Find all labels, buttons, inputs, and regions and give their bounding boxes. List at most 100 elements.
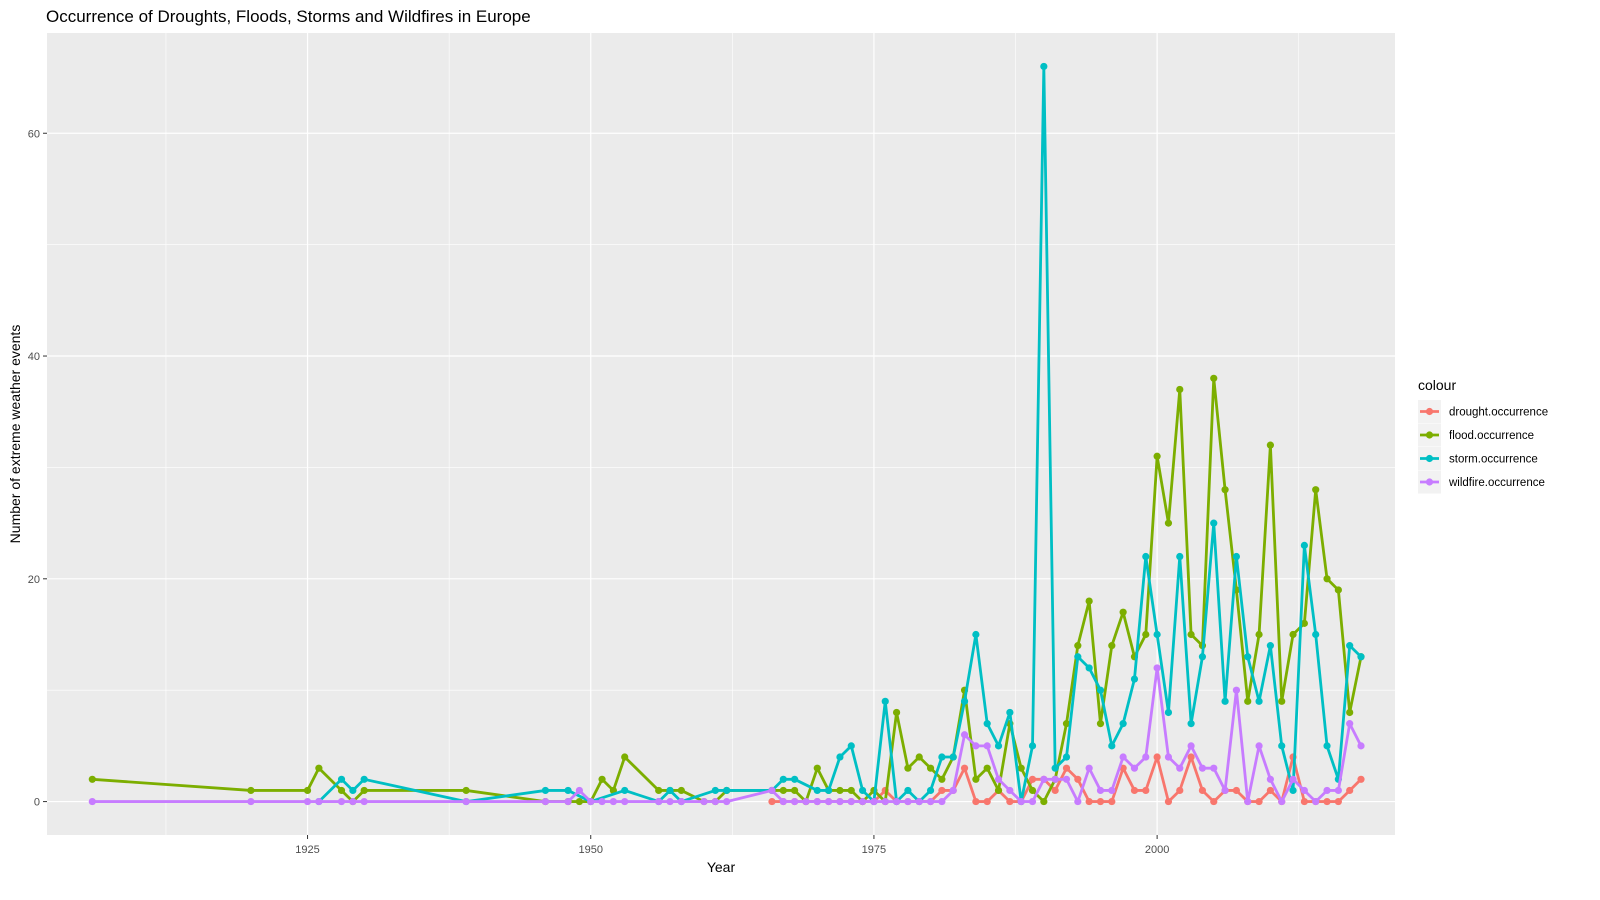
data-point: [1198, 786, 1207, 795]
legend-key-point: [1425, 478, 1434, 486]
data-point: [1312, 486, 1320, 494]
data-point: [1085, 764, 1093, 772]
data-point: [858, 786, 867, 795]
data-point: [1221, 786, 1229, 795]
data-point: [960, 764, 969, 772]
data-point: [1187, 720, 1195, 728]
data-point: [1232, 786, 1241, 795]
chart-title: Occurrence of Droughts, Floods, Storms a…: [46, 7, 531, 26]
data-point: [1266, 786, 1274, 795]
legend-key-point: [1425, 431, 1434, 439]
data-point: [1006, 797, 1014, 806]
data-point: [1074, 775, 1082, 783]
data-point: [1210, 519, 1218, 527]
legend-label: drought.occurrence: [1449, 407, 1548, 419]
data-point: [1176, 552, 1184, 561]
data-point: [904, 797, 912, 806]
data-point: [1357, 653, 1365, 661]
axes: 1925 1950 1975 2000 0 20 40 60: [28, 128, 1170, 856]
data-point: [1289, 775, 1297, 783]
legend-label: storm.occurrence: [1449, 454, 1538, 466]
data-point: [892, 708, 901, 717]
data-point: [88, 775, 96, 783]
legend-item: wildfire.occurrence: [1418, 470, 1545, 494]
data-point: [1187, 753, 1195, 761]
data-point: [949, 786, 957, 795]
legend: colour drought.occurrence flood.occurrenc…: [1418, 377, 1548, 494]
data-point: [825, 797, 833, 806]
data-point: [1244, 697, 1252, 705]
data-point: [938, 786, 946, 795]
y-axis-title: Number of extreme weather events: [7, 325, 23, 544]
data-point: [1312, 797, 1320, 806]
data-point: [1142, 753, 1150, 761]
data-point: [337, 797, 346, 806]
data-point: [723, 797, 731, 806]
data-point: [1028, 742, 1037, 750]
data-point: [1278, 797, 1286, 806]
data-point: [1323, 575, 1331, 583]
legend-item: drought.occurrence: [1418, 400, 1548, 423]
data-point: [564, 797, 572, 806]
data-point: [1108, 797, 1116, 806]
data-point: [1085, 797, 1093, 806]
data-point: [621, 753, 629, 761]
data-point: [1346, 708, 1354, 717]
data-point: [1221, 697, 1229, 705]
data-point: [1255, 797, 1263, 806]
data-point: [1119, 753, 1127, 761]
data-point: [1255, 742, 1263, 750]
data-point: [1244, 797, 1252, 806]
data-point: [813, 797, 821, 806]
data-point: [1346, 786, 1354, 795]
data-point: [791, 797, 799, 806]
data-point: [247, 786, 255, 795]
data-point: [1074, 653, 1082, 661]
data-point: [1266, 642, 1274, 650]
data-point: [1062, 764, 1071, 772]
data-point: [303, 786, 312, 795]
data-point: [983, 742, 991, 750]
data-point: [1346, 642, 1354, 650]
data-point: [462, 797, 470, 806]
data-point: [1187, 742, 1195, 750]
data-point: [1334, 797, 1342, 806]
data-point: [360, 786, 368, 795]
data-point: [1051, 786, 1059, 795]
data-point: [1108, 642, 1116, 650]
data-point: [337, 775, 346, 783]
data-point: [904, 764, 912, 772]
data-point: [847, 742, 855, 750]
data-point: [677, 786, 685, 795]
data-point: [1119, 608, 1127, 616]
data-point: [904, 786, 912, 795]
data-point: [938, 753, 946, 761]
data-point: [1300, 619, 1308, 627]
data-point: [1164, 708, 1173, 717]
data-point: [575, 797, 584, 806]
data-point: [960, 731, 969, 739]
data-point: [1108, 742, 1116, 750]
data-point: [1028, 797, 1037, 806]
data-point: [1062, 753, 1071, 761]
data-point: [1062, 720, 1071, 728]
data-point: [1006, 708, 1014, 717]
data-point: [813, 764, 821, 772]
data-point: [1096, 720, 1105, 728]
data-point: [1198, 653, 1207, 661]
data-point: [541, 786, 550, 795]
data-point: [609, 797, 617, 806]
data-point: [1164, 519, 1173, 527]
data-point: [1176, 786, 1184, 795]
data-point: [1051, 764, 1059, 772]
data-point: [994, 775, 1003, 783]
data-point: [1096, 797, 1105, 806]
data-point: [587, 797, 595, 806]
data-point: [621, 797, 629, 806]
data-point: [870, 797, 878, 806]
data-point: [360, 797, 368, 806]
data-point: [938, 797, 946, 806]
x-tick-label: 1975: [862, 844, 886, 856]
data-point: [1255, 697, 1263, 705]
data-point: [768, 797, 776, 806]
